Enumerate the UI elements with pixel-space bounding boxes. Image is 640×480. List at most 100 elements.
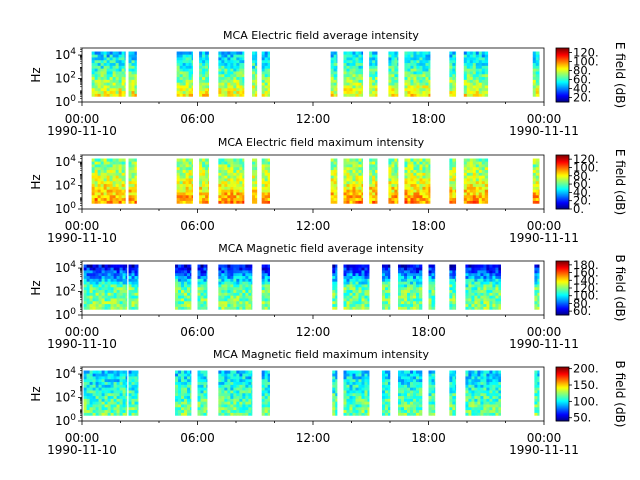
spectrogram-cell [346,284,350,288]
spectrogram-cell [416,68,420,72]
spectrogram-cell [419,65,423,69]
spectrogram-cell [221,200,225,204]
spectrogram-cell [181,295,185,299]
spectrogram-cell [190,404,192,408]
spectrogram-cell [538,90,540,94]
spectrogram-cell [532,65,537,69]
spectrogram-cell [349,169,353,173]
spectrogram-cell [176,62,180,66]
spectrogram-cell [121,82,125,86]
spectrogram-cell [463,158,468,162]
panel-title: MCA Magnetic field average intensity [218,242,424,255]
spectrogram-cell [416,286,420,291]
spectrogram-cell [86,378,90,383]
spectrogram-cell [367,278,370,282]
spectrogram-cell [202,82,206,86]
spectrogram-cell [352,264,356,268]
spectrogram-cell [199,51,203,55]
spectrogram-cell [410,73,414,78]
spectrogram-cell [233,384,237,388]
spectrogram-cell [100,192,104,196]
spectrogram-cell [113,384,117,388]
spectrogram-cell [224,373,228,377]
spectrogram-cell [416,87,420,92]
spectrogram-cell [472,51,477,55]
spectrogram-cell [131,54,135,58]
spectrogram-cell [532,200,537,204]
spectrogram-cell [422,54,426,58]
spectrogram-cell [221,281,225,285]
spectrogram-cell [239,264,243,268]
spectrogram-cell [463,166,468,171]
spectrogram-cell [175,398,179,402]
spectrogram-cell [252,189,256,193]
spectrogram-cell [463,57,468,61]
spectrogram-cell [134,281,138,285]
spectrogram-cell [176,178,180,182]
spectrogram-cell [425,93,429,97]
spectrogram-cell [463,161,468,165]
spectrogram-cell [410,278,414,282]
spectrogram-cell [455,59,457,64]
spectrogram-cell [361,270,365,274]
spectrogram-cell [463,82,468,86]
spectrogram-cell [537,267,540,271]
spectrogram-cell [532,161,537,165]
spectrogram-cell [252,183,256,187]
spectrogram-cell [498,264,501,268]
spectrogram-cell [233,300,237,305]
spectrogram-cell [361,82,364,86]
spectrogram-cell [248,286,252,291]
spectrogram-cell [188,90,192,94]
spectrogram-cell [106,172,110,176]
spectrogram-cell [484,186,489,190]
spectrogram-cell [252,73,256,78]
spectrogram-cell [175,270,179,274]
spectrogram-cell [128,284,132,288]
spectrogram-cell [206,381,208,385]
spectrogram-cell [205,194,209,199]
spectrogram-cell [486,286,490,291]
spectrogram-cell [480,286,484,291]
spectrogram-cell [475,178,480,182]
spectrogram-cell [178,281,182,285]
spectrogram-cell [107,284,111,288]
spectrogram-cell [227,200,231,204]
spectrogram-cell [481,169,486,173]
spectrogram-cell [343,286,347,291]
spectrogram-cell [431,278,435,282]
spectrogram-cell [410,197,414,201]
spectrogram-cell [407,286,411,291]
spectrogram-cell [191,62,193,66]
spectrogram-cell [261,169,265,173]
spectrogram-cell [98,303,102,307]
spectrogram-cell [218,286,222,291]
spectrogram-cell [176,54,180,58]
colorbar-swatch [556,195,569,198]
spectrogram-cell [176,189,180,193]
spectrogram-cell [261,298,265,302]
spectrogram-cell [255,175,258,179]
spectrogram-cell [538,71,540,75]
spectrogram-cell [98,406,102,411]
spectrogram-cell [413,161,417,165]
spectrogram-cell [208,186,210,190]
spectrogram-cell [416,93,420,97]
spectrogram-cell [181,286,185,291]
spectrogram-cell [224,166,228,171]
spectrogram-cell [346,295,350,299]
spectrogram-cell [113,292,117,296]
spectrogram-cell [184,292,188,296]
spectrogram-cell [176,65,180,69]
spectrogram-cell [484,161,489,165]
spectrogram-cell [92,381,96,385]
spectrogram-cell [333,65,337,69]
spectrogram-cell [343,200,347,204]
spectrogram-cell [178,286,182,291]
spectrogram-cell [407,76,411,80]
colorbar-swatch [556,203,569,205]
spectrogram-cell [191,90,193,94]
spectrogram-cell [419,197,423,201]
spectrogram-cell [255,73,258,78]
spectrogram-cell [233,71,237,75]
